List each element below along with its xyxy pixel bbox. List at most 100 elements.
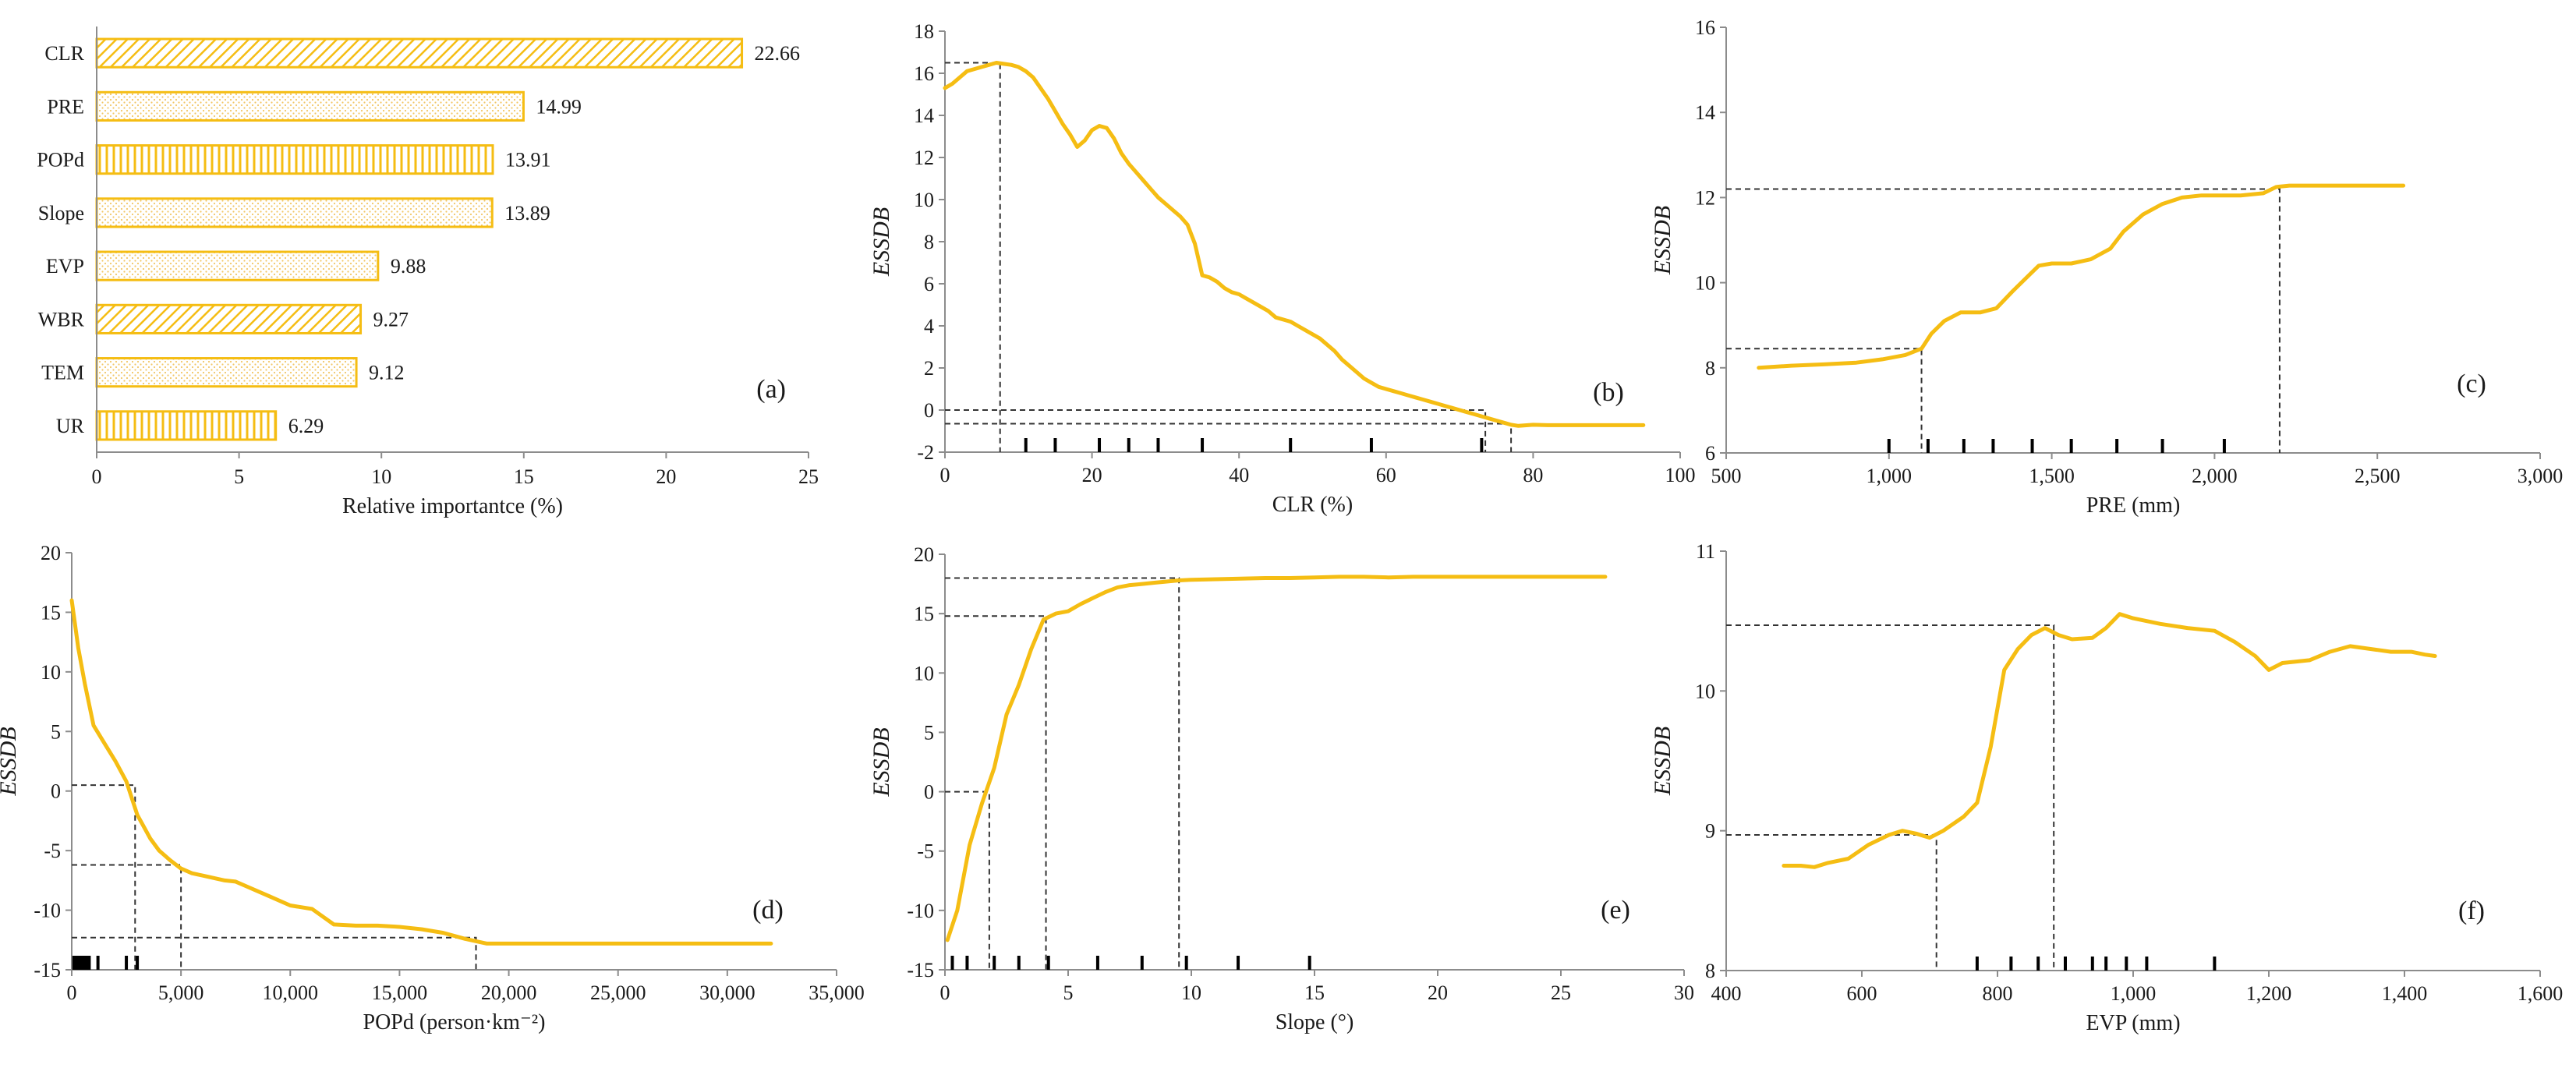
x-tick-label: 20 xyxy=(656,465,676,488)
y-tick-label: 8 xyxy=(1705,960,1715,982)
guide-line xyxy=(72,784,136,970)
x-tick-label: 25 xyxy=(798,465,819,488)
dependence-curve xyxy=(1782,612,2437,869)
panel-label: (a) xyxy=(756,375,786,404)
panel-f-evp-dependence-plot: 8 9 10 11 400 600 800 1,000 1,200 1,400 1,600 EVP (… xyxy=(1650,540,2563,1035)
y-tick-label: 20 xyxy=(41,542,61,564)
y-tick-label: 12 xyxy=(914,147,934,169)
y-axis-title: ESSDB xyxy=(0,727,21,796)
x-axis-title: EVP (mm) xyxy=(2086,1011,2180,1035)
x-tick-label: 25,000 xyxy=(590,981,646,1004)
x-tick-label: 80 xyxy=(1523,464,1543,486)
panel-b-clr-dependence-plot: -2 0 2 4 6 8 10 12 14 16 18 0 20 40 60 80 100 CLR (%) ESSD… xyxy=(869,20,1696,517)
bar-pre xyxy=(95,90,525,122)
x-tick-label: 40 xyxy=(1229,464,1249,486)
y-tick-label: -2 xyxy=(917,441,934,464)
category-label-ur: UR xyxy=(56,415,85,437)
value-label-ur: 6.29 xyxy=(288,415,324,437)
x-tick-label: 0 xyxy=(92,465,102,488)
x-axis-title: PRE (mm) xyxy=(2086,493,2181,518)
x-tick-label: 100 xyxy=(1665,464,1696,486)
y-tick-label: 10 xyxy=(1695,272,1715,295)
category-label-clr: CLR xyxy=(44,42,84,65)
value-label-slope: 13.89 xyxy=(504,202,550,225)
y-tick-label: 4 xyxy=(924,315,934,338)
bar-slope xyxy=(95,197,494,228)
panel-label: (b) xyxy=(1593,378,1624,407)
guide-line xyxy=(1726,188,2281,453)
y-tick-label: 18 xyxy=(914,20,934,43)
bar-wbr xyxy=(95,303,363,334)
x-tick-label: 15 xyxy=(514,465,534,488)
y-tick-label: 9 xyxy=(1705,820,1715,843)
y-axis-title: ESSDB xyxy=(869,207,894,277)
x-tick-label: 60 xyxy=(1376,464,1396,486)
bar-clr xyxy=(95,37,744,69)
y-tick-label: 11 xyxy=(1696,540,1715,563)
x-tick-label: 2,000 xyxy=(2192,465,2238,487)
y-tick-label: 12 xyxy=(1695,186,1715,209)
guide-line xyxy=(72,936,477,970)
y-tick-label: 2 xyxy=(924,357,934,380)
x-tick-label: 0 xyxy=(67,981,77,1004)
x-tick-label: 20,000 xyxy=(481,981,537,1004)
x-axis-title: Relative importantce (%) xyxy=(342,494,563,518)
y-tick-label: 8 xyxy=(1705,357,1715,380)
dependence-curve xyxy=(69,598,773,946)
x-tick-label: 1,200 xyxy=(2246,982,2292,1005)
guide-line xyxy=(945,577,1180,970)
y-tick-label: -15 xyxy=(34,959,61,981)
y-tick-label: -10 xyxy=(34,900,61,922)
y-tick-label: 0 xyxy=(51,780,61,803)
guide-line xyxy=(1726,348,1923,453)
y-tick-label: 15 xyxy=(41,601,61,624)
bar-popd xyxy=(95,144,494,175)
x-tick-label: 800 xyxy=(1983,982,2013,1005)
x-tick-label: 400 xyxy=(1711,982,1742,1005)
x-tick-label: 1,000 xyxy=(1867,465,1913,487)
y-tick-label: 14 xyxy=(1695,101,1715,124)
x-tick-label: 10,000 xyxy=(263,981,319,1004)
y-tick-label: 6 xyxy=(1705,442,1715,465)
y-tick-label: 16 xyxy=(914,62,934,85)
x-tick-label: 30,000 xyxy=(699,981,755,1004)
bar-tem xyxy=(95,357,358,388)
x-tick-label: 500 xyxy=(1711,465,1742,487)
x-tick-label: 5 xyxy=(234,465,244,488)
category-label-slope: Slope xyxy=(38,202,84,225)
y-tick-label: 6 xyxy=(924,273,934,295)
y-tick-label: 10 xyxy=(914,189,934,211)
y-tick-label: 10 xyxy=(1695,680,1715,702)
x-tick-label: 15 xyxy=(1304,981,1325,1004)
panel-label: (c) xyxy=(2457,370,2486,398)
x-axis-title: CLR (%) xyxy=(1272,493,1353,517)
category-label-tem: TEM xyxy=(41,362,84,384)
x-tick-label: 3,000 xyxy=(2518,465,2564,487)
x-tick-label: 1,000 xyxy=(2111,982,2157,1005)
x-tick-label: 5 xyxy=(1063,981,1074,1004)
y-tick-label: 20 xyxy=(914,543,934,566)
y-tick-label: 14 xyxy=(914,104,934,127)
guide-line xyxy=(945,615,1047,970)
value-label-tem: 9.12 xyxy=(369,362,404,384)
x-axis-title: Slope (°) xyxy=(1276,1010,1354,1034)
y-tick-label: 5 xyxy=(51,720,61,743)
x-tick-label: 30 xyxy=(1674,981,1694,1004)
bar-evp xyxy=(95,250,380,281)
x-tick-label: 20 xyxy=(1428,981,1448,1004)
x-axis-title: POPd (person·km⁻²) xyxy=(363,1010,546,1034)
panel-d-popd-dependence-plot: -15 -10 -5 0 5 10 15 20 0 5,000 10,000 15,000 20,000… xyxy=(0,542,865,1034)
panel-a-importance-bar-chart: CLR 22.66 PRE 14.99 POPd 13.91 Slope 13.89 EVP 9.… xyxy=(37,27,819,518)
guide-line xyxy=(1726,834,1937,971)
category-label-popd: POPd xyxy=(37,149,84,172)
panel-e-slope-dependence-plot: -15 -10 -5 0 5 10 15 20 0 5 10 15 20 25 30 Slope (°) ESS… xyxy=(869,543,1694,1034)
panel-c-pre-dependence-plot: 6 8 10 12 14 16 500 1,000 1,500 2,000 2,500 3,000 PR… xyxy=(1650,16,2563,518)
y-tick-label: 0 xyxy=(924,399,934,422)
dependence-curve xyxy=(945,575,1608,942)
x-tick-label: 10 xyxy=(1181,981,1201,1004)
x-tick-label: 0 xyxy=(940,464,950,486)
x-tick-label: 15,000 xyxy=(372,981,428,1004)
y-axis-title: ESSDB xyxy=(1650,206,1675,275)
value-label-pre: 14.99 xyxy=(536,95,582,118)
x-tick-label: 600 xyxy=(1847,982,1877,1005)
